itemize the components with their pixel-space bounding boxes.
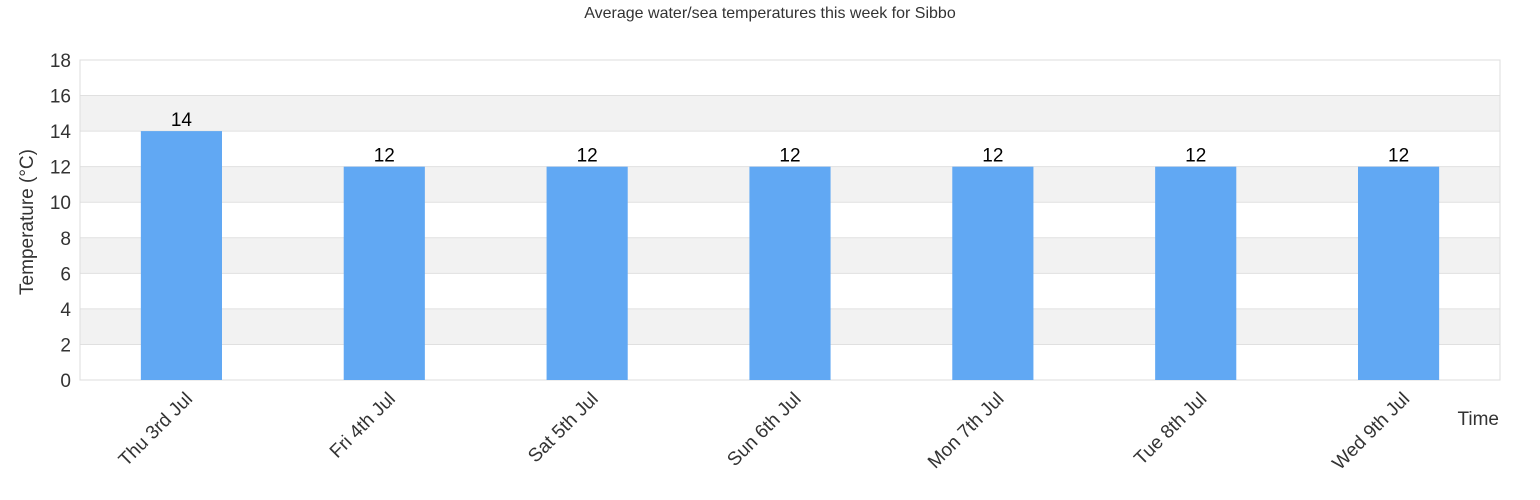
y-axis-title: Temperature (°C) <box>17 149 38 295</box>
background-band <box>80 95 1500 132</box>
y-tick-label: 4 <box>60 300 71 321</box>
bars <box>140 131 1440 380</box>
bar <box>749 166 831 380</box>
bar <box>952 166 1034 380</box>
x-tick-label: Tue 8th Jul <box>1130 389 1211 470</box>
y-axis-ticks: 0 2 4 6 8 10 12 14 16 18 <box>50 51 72 392</box>
y-tick-label: 18 <box>50 51 71 72</box>
data-labels: 14 12 12 12 12 12 12 <box>171 110 1409 167</box>
data-label: 12 <box>982 146 1003 167</box>
x-tick-label: Fri 4th Jul <box>326 389 400 463</box>
data-label: 12 <box>374 146 395 167</box>
y-tick-label: 16 <box>50 87 71 108</box>
y-tick-label: 2 <box>60 335 71 356</box>
x-axis-title: Time <box>1457 409 1499 430</box>
x-axis-ticks: Thu 3rd Jul Fri 4th Jul Sat 5th Jul Sun 6th… <box>115 389 1414 475</box>
bar <box>343 166 425 380</box>
x-tick-label: Thu 3rd Jul <box>115 389 197 471</box>
bar <box>1155 166 1237 380</box>
y-tick-label: 10 <box>50 193 71 214</box>
data-label: 12 <box>577 146 598 167</box>
y-tick-label: 14 <box>50 122 72 143</box>
data-label: 12 <box>1185 146 1206 167</box>
y-tick-label: 6 <box>60 264 71 285</box>
bar <box>1358 166 1440 380</box>
bar <box>140 131 222 380</box>
x-tick-label: Mon 7th Jul <box>924 389 1008 473</box>
y-tick-label: 0 <box>60 371 71 392</box>
x-tick-label: Wed 9th Jul <box>1329 389 1415 475</box>
bar <box>546 166 628 380</box>
chart-title: Average water/sea temperatures this week… <box>584 5 956 22</box>
x-tick-label: Sun 6th Jul <box>723 389 805 471</box>
data-label: 12 <box>1388 146 1409 167</box>
y-tick-label: 12 <box>50 158 71 179</box>
data-label: 14 <box>171 110 193 131</box>
x-tick-label: Sat 5th Jul <box>524 389 602 467</box>
y-tick-label: 8 <box>60 229 71 250</box>
data-label: 12 <box>779 146 800 167</box>
